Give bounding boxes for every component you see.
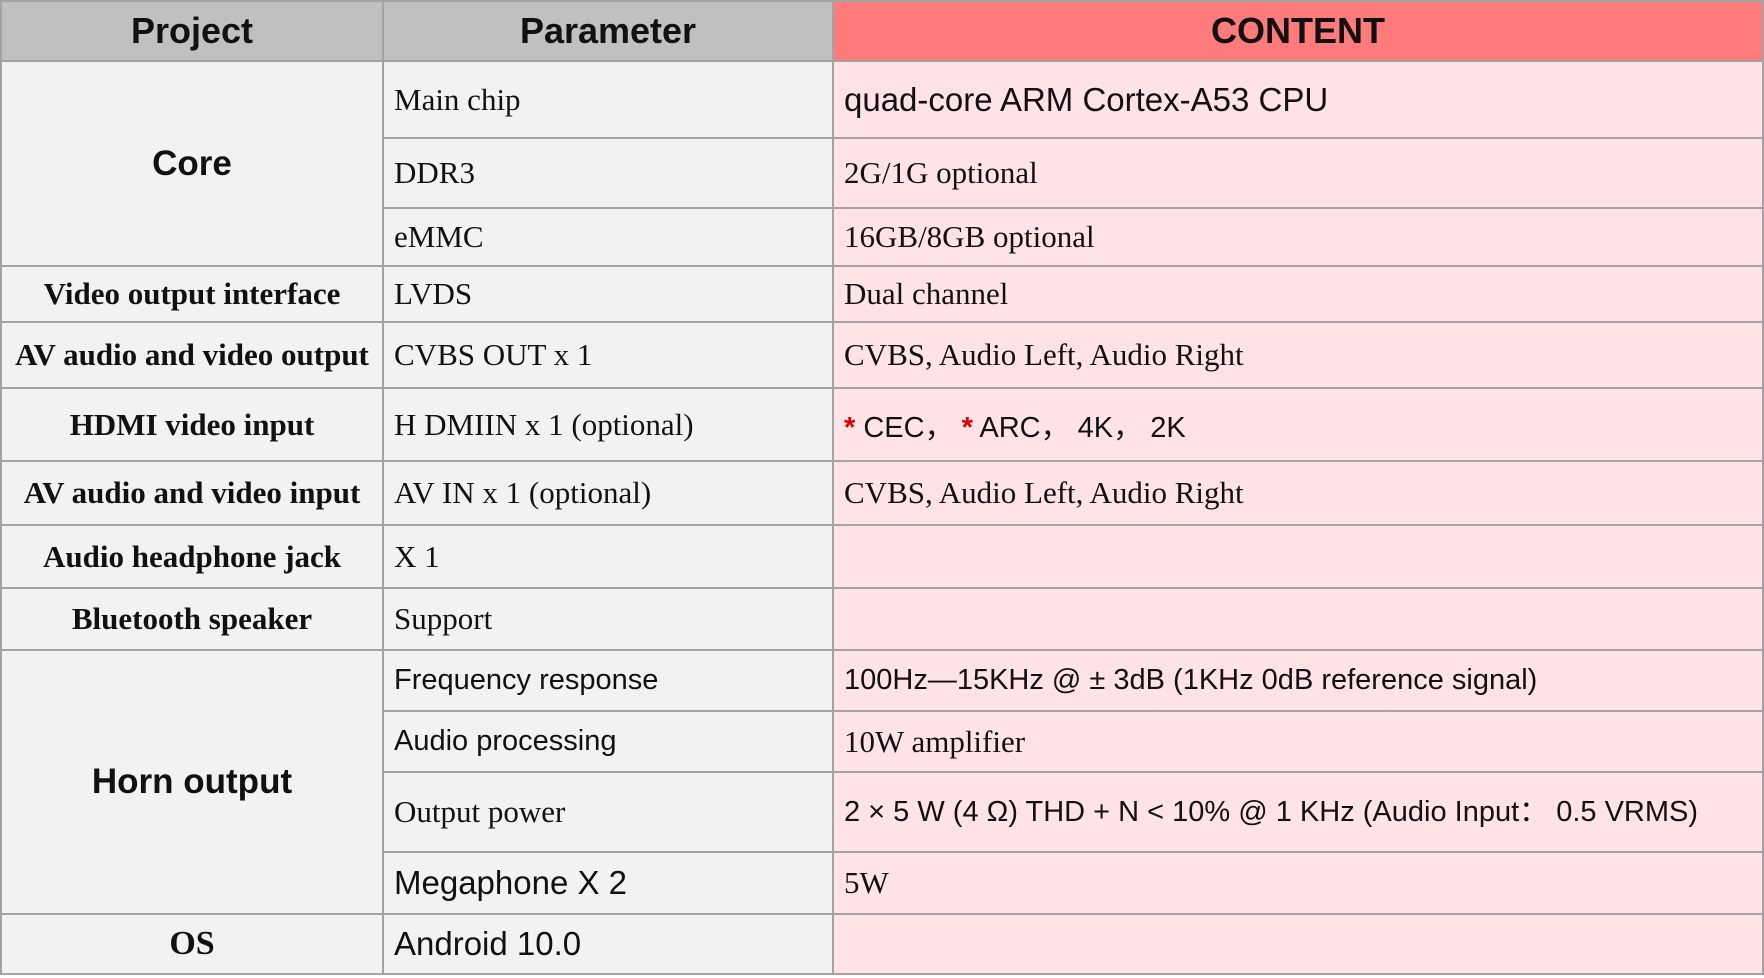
value-bluetooth bbox=[832, 587, 1764, 651]
table-row: Horn output Frequency response 100Hz—15K… bbox=[0, 649, 1764, 915]
value-emmc: 16GB/8GB optional bbox=[832, 207, 1764, 267]
value-output-power: 2 × 5 W (4 Ω) THD + N < 10% @ 1 KHz (Aud… bbox=[832, 771, 1764, 853]
project-core: Core bbox=[0, 60, 384, 267]
arc-text: ARC， 4K， 2K bbox=[972, 411, 1186, 444]
table-row: AV audio and video output CVBS OUT x 1 C… bbox=[0, 321, 1764, 389]
project-bluetooth: Bluetooth speaker bbox=[0, 587, 384, 651]
param-lvds: LVDS bbox=[382, 265, 834, 323]
param-cvbs-out: CVBS OUT x 1 bbox=[382, 321, 834, 389]
table-row: OS Android 10.0 bbox=[0, 913, 1764, 975]
project-headphone: Audio headphone jack bbox=[0, 524, 384, 589]
param-os: Android 10.0 bbox=[382, 913, 834, 975]
param-bluetooth: Support bbox=[382, 587, 834, 651]
param-output-power: Output power bbox=[382, 771, 834, 853]
param-headphone: X 1 bbox=[382, 524, 834, 589]
value-ddr3: 2G/1G optional bbox=[832, 137, 1764, 209]
param-hdmi-in: H DMIIN x 1 (optional) bbox=[382, 387, 834, 462]
asterisk-mark: * bbox=[844, 411, 856, 444]
header-project: Project bbox=[0, 0, 384, 62]
value-megaphone: 5W bbox=[832, 851, 1764, 915]
value-lvds: Dual channel bbox=[832, 265, 1764, 323]
header-content: CONTENT bbox=[832, 0, 1764, 62]
table-row: Audio processing 10W amplifier bbox=[1, 710, 1764, 773]
table-row: Output power 2 × 5 W (4 Ω) THD + N < 10%… bbox=[1, 771, 1764, 853]
value-main-chip: quad-core ARM Cortex-A53 CPU bbox=[832, 60, 1764, 139]
value-audio-processing: 10W amplifier bbox=[832, 710, 1764, 773]
header-parameter: Parameter bbox=[382, 0, 834, 62]
project-av-output: AV audio and video output bbox=[0, 321, 384, 389]
param-emmc: eMMC bbox=[382, 207, 834, 267]
project-horn-output: Horn output bbox=[0, 649, 384, 915]
project-av-input: AV audio and video input bbox=[0, 460, 384, 526]
value-cvbs-out: CVBS, Audio Left, Audio Right bbox=[832, 321, 1764, 389]
table-row: HDMI video input H DMIIN x 1 (optional) … bbox=[0, 387, 1764, 462]
param-megaphone: Megaphone X 2 bbox=[382, 851, 834, 915]
cec-text: CEC， bbox=[855, 411, 962, 444]
header-row: Project Parameter CONTENT bbox=[0, 0, 1764, 62]
asterisk-mark: * bbox=[961, 411, 973, 444]
param-av-in: AV IN x 1 (optional) bbox=[382, 460, 834, 526]
param-frequency: Frequency response bbox=[382, 649, 834, 712]
table-row: DDR3 2G/1G optional bbox=[1, 137, 1764, 209]
project-os: OS bbox=[0, 913, 384, 975]
param-ddr3: DDR3 bbox=[382, 137, 834, 209]
table-row: AV audio and video input AV IN x 1 (opti… bbox=[0, 460, 1764, 526]
table-row: Core Main chip quad-core ARM Cortex-A53 … bbox=[0, 60, 1764, 267]
value-av-in: CVBS, Audio Left, Audio Right bbox=[832, 460, 1764, 526]
project-video-output: Video output interface bbox=[0, 265, 384, 323]
param-main-chip: Main chip bbox=[382, 60, 834, 139]
value-os bbox=[832, 913, 1764, 975]
table-row: Audio headphone jack X 1 bbox=[0, 524, 1764, 589]
project-hdmi-input: HDMI video input bbox=[0, 387, 384, 462]
table-row: Video output interface LVDS Dual channel bbox=[0, 265, 1764, 323]
table-row: Bluetooth speaker Support bbox=[0, 587, 1764, 651]
value-frequency: 100Hz—15KHz @ ± 3dB (1KHz 0dB reference … bbox=[832, 649, 1764, 712]
param-audio-processing: Audio processing bbox=[382, 710, 834, 773]
table-row: Megaphone X 2 5W bbox=[1, 851, 1764, 915]
value-headphone bbox=[832, 524, 1764, 589]
value-hdmi-in: * CEC， * ARC， 4K， 2K bbox=[832, 387, 1764, 462]
table-row: eMMC 16GB/8GB optional bbox=[1, 207, 1764, 267]
